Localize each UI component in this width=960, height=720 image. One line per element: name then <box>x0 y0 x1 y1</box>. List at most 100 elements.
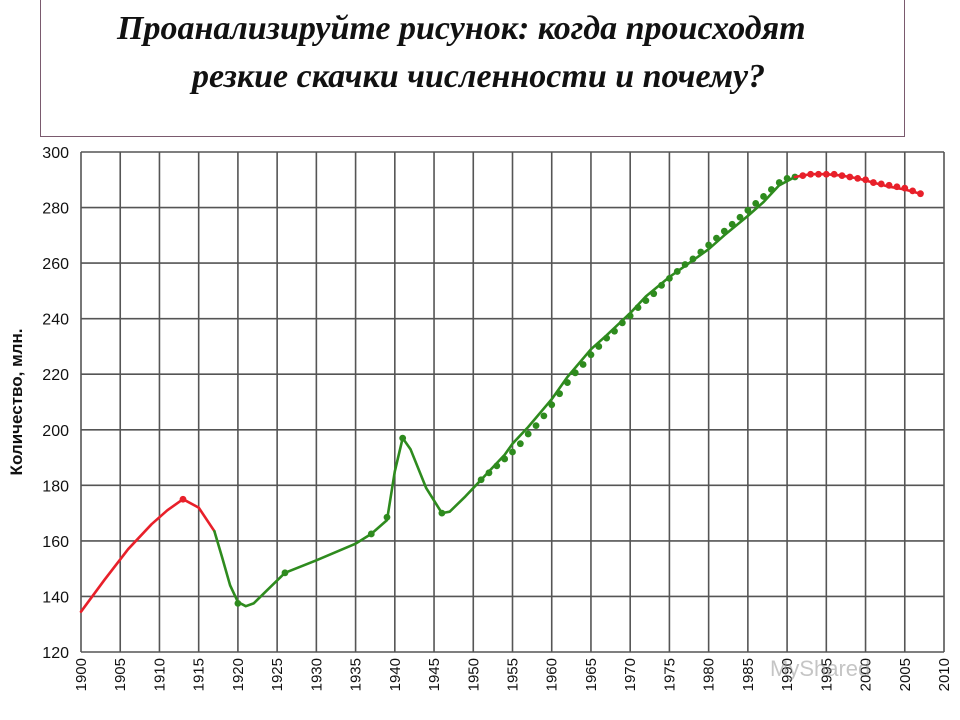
data-point-green <box>768 186 775 193</box>
y-axis-label: Количество, млн. <box>7 329 26 476</box>
x-tick-label: 2000 <box>858 658 875 691</box>
data-point-green <box>540 412 548 420</box>
y-tick-label: 240 <box>42 312 69 329</box>
y-tick-label: 260 <box>42 256 69 273</box>
data-point-red <box>838 172 846 180</box>
population-line-chart: 1900 1905 1910 1915 1920 1925 1930 1935 1940 1945… <box>7 145 953 691</box>
series-line-green <box>213 175 797 608</box>
data-point-green <box>516 440 524 448</box>
data-point-green <box>705 241 713 249</box>
watermark-logo: MyShared <box>770 656 871 681</box>
data-point-green <box>634 304 642 311</box>
data-point-green <box>720 227 728 235</box>
x-tick-label: 1975 <box>661 658 678 691</box>
data-point-red <box>799 172 807 180</box>
x-tick-label: 1945 <box>426 658 443 691</box>
data-point-green <box>524 430 532 438</box>
data-point-red <box>885 181 893 189</box>
data-point-green <box>666 274 673 282</box>
data-point-red <box>917 190 924 198</box>
data-point-green <box>485 469 493 477</box>
data-point-red <box>807 170 815 178</box>
x-tick-label: 1980 <box>701 658 718 691</box>
data-point-green <box>658 281 665 289</box>
x-tick-label: 1970 <box>622 658 639 691</box>
data-point-green <box>689 255 697 263</box>
data-point-green <box>556 390 563 398</box>
x-tick-label: 1930 <box>308 658 325 691</box>
data-point-green <box>626 312 634 320</box>
slide-title-line-1: Проанализируйте рисунок: когда происходя… <box>117 10 806 47</box>
x-tick-label: 1940 <box>387 658 404 691</box>
data-point-green <box>548 401 556 409</box>
data-point-green <box>728 220 736 228</box>
x-tick-label: 1995 <box>818 658 835 691</box>
y-tick-label: 180 <box>42 478 69 495</box>
slide-title-line-2: резкие скачки численности и почему? <box>192 58 766 95</box>
data-point-green <box>744 206 752 214</box>
data-point-red <box>901 184 909 192</box>
y-tick-label: 200 <box>42 423 69 440</box>
data-point-red <box>854 174 862 182</box>
x-tick-label: 1965 <box>583 658 600 691</box>
data-point-green <box>783 174 791 182</box>
data-point-green <box>477 476 485 484</box>
x-tick-label: 1985 <box>740 658 757 691</box>
data-point-red <box>830 170 838 178</box>
data-point-red <box>846 173 854 181</box>
data-point-green <box>618 319 626 327</box>
data-point-green <box>571 369 579 377</box>
x-tick-label: 1910 <box>151 658 168 691</box>
title-frame <box>40 0 905 137</box>
data-point-green <box>673 268 681 275</box>
x-tick-label: 2010 <box>936 658 953 691</box>
data-point-red <box>822 170 830 178</box>
x-tick-label: 1950 <box>465 658 482 691</box>
data-point-red <box>869 179 877 186</box>
x-tick-label: 1990 <box>779 658 796 691</box>
x-tick-label: 1955 <box>505 658 522 691</box>
y-tick-label: 120 <box>42 645 69 662</box>
y-tick-label: 220 <box>42 367 69 384</box>
data-point-green <box>752 199 760 207</box>
x-tick-label: 1905 <box>112 658 129 691</box>
x-tick-label: 1900 <box>73 658 90 691</box>
data-point-green <box>681 261 689 268</box>
data-point-green <box>760 193 767 200</box>
data-point-green <box>650 290 658 298</box>
data-point-green <box>579 361 587 368</box>
data-point-green <box>281 569 289 577</box>
data-point-green <box>587 351 595 359</box>
data-point-red <box>877 180 885 188</box>
data-point-green <box>736 213 744 221</box>
y-tick-label: 140 <box>42 589 69 606</box>
x-tick-label: 1935 <box>348 658 365 691</box>
data-point-green <box>532 422 540 430</box>
series-line-red <box>79 497 216 613</box>
data-point-green <box>603 334 611 342</box>
x-tick-label: 1960 <box>544 658 561 691</box>
x-tick-label: 2005 <box>897 658 914 691</box>
data-point-red <box>815 170 822 178</box>
data-point-green <box>775 179 783 186</box>
data-point-green <box>697 248 705 256</box>
data-point-green <box>595 343 603 350</box>
data-point-green <box>564 379 571 386</box>
data-point-green <box>501 455 509 463</box>
x-tick-label: 1915 <box>191 658 208 691</box>
y-tick-label: 160 <box>42 534 69 551</box>
data-point-green <box>234 599 242 607</box>
data-point-red <box>862 176 869 184</box>
data-point-green <box>642 297 650 305</box>
x-tick-label: 1920 <box>230 658 247 691</box>
data-point-green <box>399 434 407 442</box>
data-point-green <box>493 462 501 470</box>
data-point-green <box>713 234 720 242</box>
y-tick-label: 280 <box>42 201 69 218</box>
data-point-green <box>438 509 446 517</box>
data-point-green <box>509 448 516 456</box>
data-point-green <box>367 530 375 538</box>
data-point-green <box>383 513 391 521</box>
data-point-red <box>179 495 187 503</box>
data-point-red <box>893 183 901 191</box>
